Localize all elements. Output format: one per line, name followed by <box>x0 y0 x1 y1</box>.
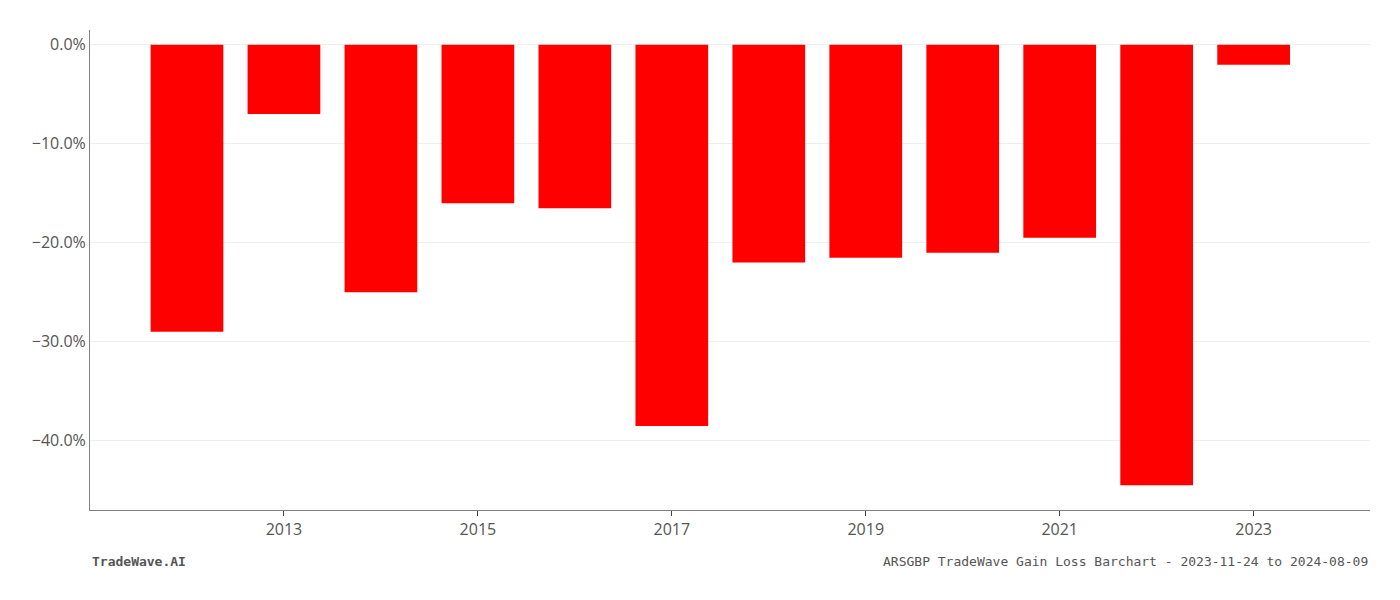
svg-text:−20.0%: −20.0% <box>32 231 86 253</box>
svg-text:2021: 2021 <box>1041 518 1078 540</box>
svg-text:−40.0%: −40.0% <box>32 429 86 451</box>
svg-text:TradeWave.AI: TradeWave.AI <box>92 554 186 569</box>
svg-text:2017: 2017 <box>654 518 691 540</box>
svg-text:0.0%: 0.0% <box>50 33 86 55</box>
svg-text:2023: 2023 <box>1235 518 1272 540</box>
svg-text:ARSGBP TradeWave Gain Loss Bar: ARSGBP TradeWave Gain Loss Barchart - 20… <box>883 554 1368 569</box>
svg-text:2013: 2013 <box>266 518 303 540</box>
svg-text:2015: 2015 <box>460 518 497 540</box>
svg-text:−10.0%: −10.0% <box>32 132 86 154</box>
svg-text:−30.0%: −30.0% <box>32 330 86 352</box>
svg-text:2019: 2019 <box>847 518 884 540</box>
